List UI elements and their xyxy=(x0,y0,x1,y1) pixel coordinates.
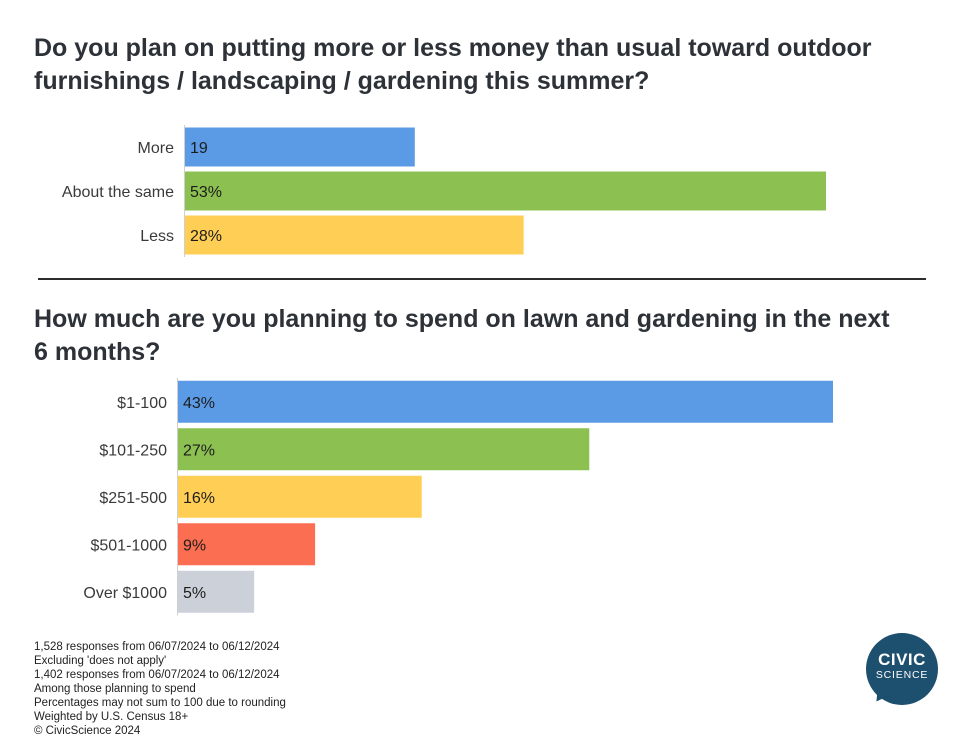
footnote: 1,402 responses from 06/07/2024 to 06/12… xyxy=(34,669,280,681)
chart1-category-label: $1-100 xyxy=(117,395,167,412)
chart1-category-label: Over $1000 xyxy=(83,585,167,602)
chart1-title: Do you plan on putting more or less mone… xyxy=(34,34,872,95)
chart1-value-label: 9% xyxy=(183,537,206,554)
chart0-category-label: More xyxy=(138,140,175,157)
chart1-value-label: 16% xyxy=(183,490,215,507)
civicscience-logo: CIVIC SCIENCE xyxy=(866,633,938,707)
footnote: © CivicScience 2024 xyxy=(34,725,141,737)
chart1-bar xyxy=(178,380,833,423)
chart1-category-label: $251-500 xyxy=(99,490,167,507)
chart1-category-label: $101-250 xyxy=(99,442,167,459)
footnotes: 1,528 responses from 06/07/2024 to 06/12… xyxy=(34,640,286,738)
logo-line2: SCIENCE xyxy=(875,669,929,681)
footnote: Excluding 'does not apply' xyxy=(34,655,167,667)
chart1-bar xyxy=(178,570,255,613)
chart0-bar xyxy=(185,215,524,255)
chart0-value-label: 53% xyxy=(190,184,222,201)
footnote: 1,528 responses from 06/07/2024 to 06/12… xyxy=(34,641,280,653)
chart1-bar xyxy=(178,428,590,471)
chart0-value-label: 19 xyxy=(190,140,208,157)
chart0-value-label: 28% xyxy=(190,228,222,245)
section-divider xyxy=(38,278,926,280)
footnote: Weighted by U.S. Census 18+ xyxy=(34,711,189,723)
footnote: Among those planning to spend xyxy=(34,683,196,695)
chart1-value-label: 5% xyxy=(183,585,206,602)
chart1-value-label: 27% xyxy=(183,442,215,459)
chart0-bar xyxy=(185,171,826,211)
chart0-category-label: Less xyxy=(140,228,174,245)
chart1-category-label: $501-1000 xyxy=(90,537,167,554)
chart1-bar xyxy=(178,523,316,566)
footnote: Percentages may not sum to 100 due to ro… xyxy=(34,697,286,709)
chart0-bar xyxy=(185,127,415,167)
chart1-bar xyxy=(178,475,422,518)
chart1-value-label: 43% xyxy=(183,395,215,412)
chart0-category-label: About the same xyxy=(62,184,174,201)
logo-line1: CIVIC xyxy=(878,650,926,669)
chart2-title: How much are you planning to spend on la… xyxy=(34,305,890,366)
